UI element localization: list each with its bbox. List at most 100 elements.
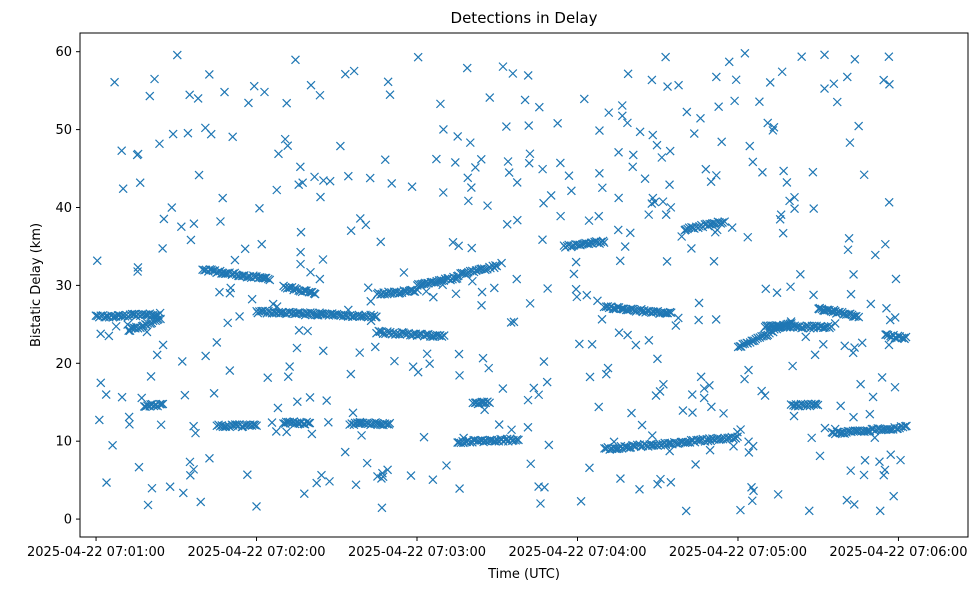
data-point: [838, 428, 848, 438]
data-point: [625, 228, 635, 238]
data-point: [743, 338, 753, 348]
data-point: [707, 218, 717, 228]
data-point: [159, 214, 169, 224]
data-point: [189, 421, 199, 431]
data-point: [807, 433, 817, 443]
data-point: [786, 317, 796, 327]
data-point: [829, 79, 839, 89]
data-point: [890, 313, 900, 322]
data-point: [158, 244, 168, 253]
data-point: [773, 489, 783, 499]
data-point: [902, 421, 911, 431]
data-point: [459, 433, 469, 443]
data-point: [453, 131, 463, 141]
data-point: [201, 351, 211, 361]
data-point: [220, 87, 229, 97]
data-point: [361, 220, 371, 230]
data-point: [885, 425, 894, 434]
data-point: [647, 199, 657, 208]
data-point: [647, 75, 657, 85]
data-point: [271, 426, 281, 436]
data-point: [648, 130, 658, 140]
data-point: [594, 168, 604, 178]
data-point: [315, 308, 325, 318]
data-point: [849, 412, 858, 422]
data-point: [536, 499, 545, 508]
data-point: [879, 75, 889, 85]
data-point: [380, 155, 390, 165]
data-point: [769, 122, 779, 132]
data-point: [603, 363, 613, 373]
data-point: [663, 308, 673, 318]
data-point: [228, 269, 238, 279]
data-point: [810, 350, 820, 360]
data-point: [483, 201, 492, 211]
data-point: [485, 93, 495, 103]
data-point: [704, 380, 714, 390]
data-point: [370, 342, 380, 352]
data-point: [180, 390, 190, 400]
data-point: [636, 304, 646, 314]
data-point: [597, 314, 607, 324]
data-point: [748, 441, 758, 451]
data-point: [226, 283, 236, 293]
data-point: [631, 340, 641, 350]
data-point: [363, 283, 373, 293]
data-point: [813, 400, 823, 410]
data-point: [176, 222, 186, 232]
data-point: [592, 238, 602, 248]
data-point: [228, 132, 238, 142]
data-point: [879, 470, 889, 480]
data-point: [763, 118, 773, 128]
data-point: [681, 506, 691, 516]
data-point: [637, 420, 647, 430]
data-point: [678, 406, 688, 415]
data-point: [719, 408, 728, 418]
data-point: [435, 99, 445, 109]
data-point: [674, 80, 683, 90]
data-point: [407, 182, 417, 192]
data-point: [225, 366, 235, 375]
data-point: [413, 52, 423, 62]
y-tick-label: 60: [55, 45, 72, 60]
data-point: [808, 167, 818, 177]
data-point: [582, 290, 592, 300]
data-point: [844, 233, 854, 243]
data-point: [302, 417, 312, 427]
data-point: [657, 153, 667, 162]
data-point: [104, 331, 114, 341]
data-point: [351, 480, 361, 490]
data-point: [809, 204, 819, 213]
data-point: [296, 247, 306, 257]
data-point: [454, 241, 464, 251]
data-point: [143, 500, 153, 510]
data-point: [623, 69, 633, 79]
data-point: [666, 477, 676, 487]
data-point: [137, 393, 147, 403]
data-point: [846, 289, 856, 299]
data-point: [212, 338, 222, 347]
data-point: [317, 470, 326, 480]
data-point: [731, 75, 741, 85]
data-point: [94, 415, 104, 425]
data-point: [730, 96, 740, 106]
data-point: [189, 219, 199, 229]
data-point: [760, 330, 769, 340]
data-point: [628, 150, 638, 160]
data-point: [273, 403, 283, 413]
data-point: [523, 71, 533, 80]
data-point: [691, 222, 701, 232]
data-point: [507, 425, 516, 435]
data-point: [255, 203, 264, 213]
data-point: [385, 418, 395, 428]
data-point: [158, 340, 168, 350]
data-point: [149, 401, 159, 411]
data-point: [307, 429, 317, 439]
data-point: [419, 432, 429, 442]
data-point: [733, 342, 743, 352]
data-point: [305, 393, 315, 402]
data-point: [285, 417, 295, 427]
data-point: [250, 420, 260, 430]
data-point: [249, 420, 258, 430]
data-point: [789, 411, 799, 421]
